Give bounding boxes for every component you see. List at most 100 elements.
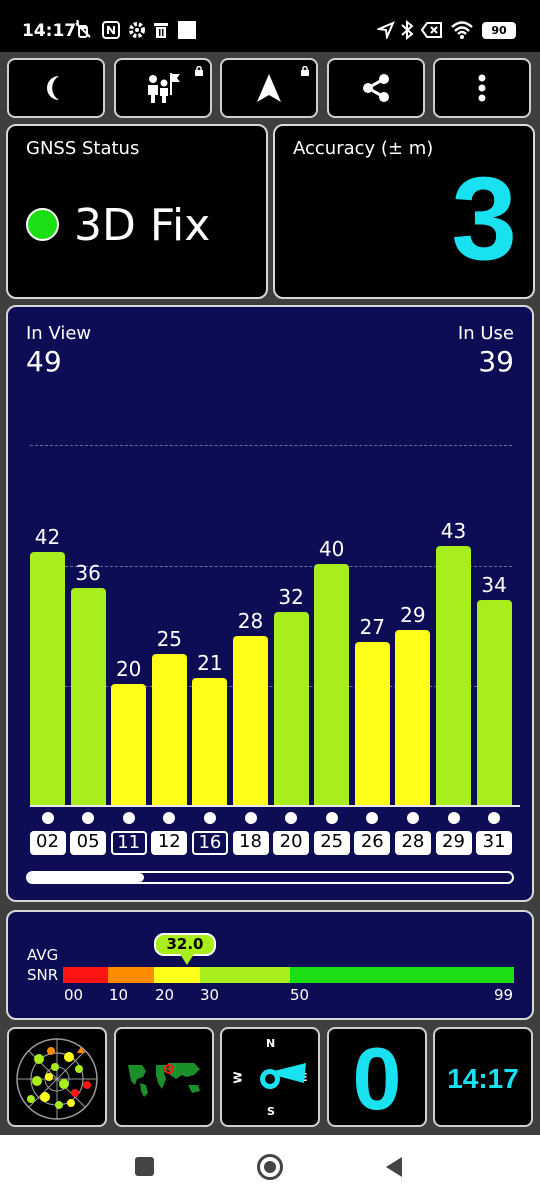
in-use-count: 39 — [478, 345, 514, 378]
fix-indicator — [26, 208, 59, 241]
share-icon — [363, 74, 389, 102]
snr-tick-label: 20 — [155, 986, 175, 1004]
chart-scrollbar[interactable] — [26, 871, 514, 884]
accuracy-panel[interactable]: Accuracy (± m) 3 — [273, 124, 535, 299]
bar-value-label: 40 — [318, 536, 345, 561]
snr-label: SNR — [27, 966, 59, 984]
satellite-prn-label: 16 — [191, 831, 228, 855]
satellite-dot — [122, 812, 135, 824]
satellite-dot — [203, 812, 216, 824]
more-options-button[interactable] — [433, 58, 531, 118]
satellite-dot — [163, 812, 176, 824]
location-arrow-icon — [376, 19, 396, 41]
community-button[interactable] — [114, 58, 212, 118]
satellite-prn-label: 29 — [435, 831, 472, 855]
speed-tile[interactable]: 0 — [327, 1027, 427, 1127]
square-notification-icon — [178, 19, 196, 41]
status-bar: 14:17 90 — [0, 0, 540, 52]
fix-status-text: 3D Fix — [74, 200, 211, 251]
sky-view-tile[interactable] — [7, 1027, 107, 1127]
share-button[interactable] — [327, 58, 425, 118]
snr-tick-label: 30 — [200, 986, 220, 1004]
satellite-bar — [192, 678, 228, 805]
bar-value-label: 21 — [197, 651, 223, 676]
wifi-icon — [450, 19, 474, 41]
bluetooth-icon — [399, 19, 415, 41]
compass-needle-icon — [260, 1063, 306, 1089]
home-circle-icon[interactable] — [257, 1154, 283, 1180]
satellite-bar — [395, 630, 431, 805]
bar-value-label: 43 — [440, 518, 467, 543]
satellite-prn-label: 12 — [151, 831, 188, 855]
navigation-arrow-icon — [257, 74, 281, 102]
snr-range-segment — [290, 967, 514, 983]
satellite-dot — [325, 812, 338, 824]
satellite-bar — [70, 587, 106, 805]
clock-value: 14:17 — [447, 1063, 519, 1094]
app-content: GNSS Status 3D Fix Accuracy (± m) 3 In V… — [0, 52, 540, 1135]
satellite-dot — [82, 812, 95, 824]
chart-scroll-thumb[interactable] — [28, 873, 144, 882]
satellite-bar — [233, 636, 268, 805]
satellite-dot — [447, 812, 460, 824]
satellite-dot — [285, 812, 298, 824]
lock-icon — [301, 66, 309, 76]
people-flag-icon — [148, 73, 180, 103]
recents-square-icon[interactable] — [135, 1157, 154, 1176]
satellite-prn-label: 18 — [232, 831, 269, 855]
bar-value-label: 34 — [481, 572, 507, 597]
satellite-prn-label: 28 — [394, 831, 431, 855]
satellite-prn-label: 05 — [70, 831, 107, 855]
snr-tick-label: 50 — [290, 986, 310, 1004]
accuracy-title: Accuracy (± m) — [293, 138, 434, 159]
snr-range-segment — [63, 967, 108, 983]
world-map-icon — [126, 1059, 206, 1097]
compass-north: N — [266, 1037, 276, 1050]
snr-tick-label: 00 — [64, 986, 84, 1004]
snr-average-panel[interactable]: AVG SNR 32.0 00 10 20 30 50 99 — [6, 910, 534, 1020]
satellite-dot — [406, 812, 419, 824]
snr-avg-label: AVG — [27, 946, 59, 964]
bar-value-label: 36 — [75, 560, 101, 585]
in-view-count: 49 — [26, 345, 62, 378]
trash-icon — [152, 19, 170, 41]
snr-tick-label: 99 — [494, 986, 514, 1004]
satellite-chart-panel[interactable]: In View 49 In Use 39 42 02 36 05 20 11 25 12 21 1… — [6, 305, 534, 902]
world-map-tile[interactable] — [114, 1027, 214, 1127]
satellite-bar — [273, 612, 309, 805]
battery-level: 90 — [482, 21, 516, 39]
bar-value-label: 32 — [278, 585, 304, 610]
speed-value: 0 — [352, 1029, 402, 1127]
satellite-bar — [111, 684, 147, 805]
satellite-bar — [436, 545, 471, 805]
sky-plot-icon — [16, 1038, 98, 1120]
chart-gridline — [30, 566, 512, 567]
compass-tile[interactable]: N S E W — [220, 1027, 320, 1127]
moon-icon — [47, 76, 59, 100]
bar-value-label: 20 — [115, 657, 142, 682]
bar-value-label: 25 — [156, 627, 183, 652]
in-use-label: In Use — [457, 323, 514, 344]
snr-range-segment — [108, 967, 154, 983]
navigation-button[interactable] — [220, 58, 318, 118]
accuracy-value: 3 — [451, 153, 517, 285]
satellite-dot — [41, 812, 54, 824]
satellite-prn-label: 02 — [29, 831, 66, 855]
satellite-bar — [476, 599, 512, 805]
snr-tick-label: 10 — [109, 986, 129, 1004]
compass-south: S — [267, 1105, 275, 1118]
bar-value-label: 42 — [34, 524, 61, 549]
snr-average-pointer — [180, 954, 194, 965]
clock-tile[interactable]: 14:17 — [433, 1027, 533, 1127]
night-mode-button[interactable] — [7, 58, 105, 118]
gnss-status-panel[interactable]: GNSS Status 3D Fix — [6, 124, 268, 299]
chart-baseline — [30, 805, 520, 807]
satellite-bar — [151, 654, 187, 805]
bar-value-label: 29 — [400, 603, 426, 628]
snr-range-segment — [154, 967, 200, 983]
settings-icon — [127, 19, 147, 41]
x-box-icon — [421, 19, 443, 41]
back-triangle-icon[interactable] — [384, 1155, 404, 1179]
bar-value-label: 27 — [359, 615, 386, 640]
in-view-label: In View — [26, 323, 92, 344]
